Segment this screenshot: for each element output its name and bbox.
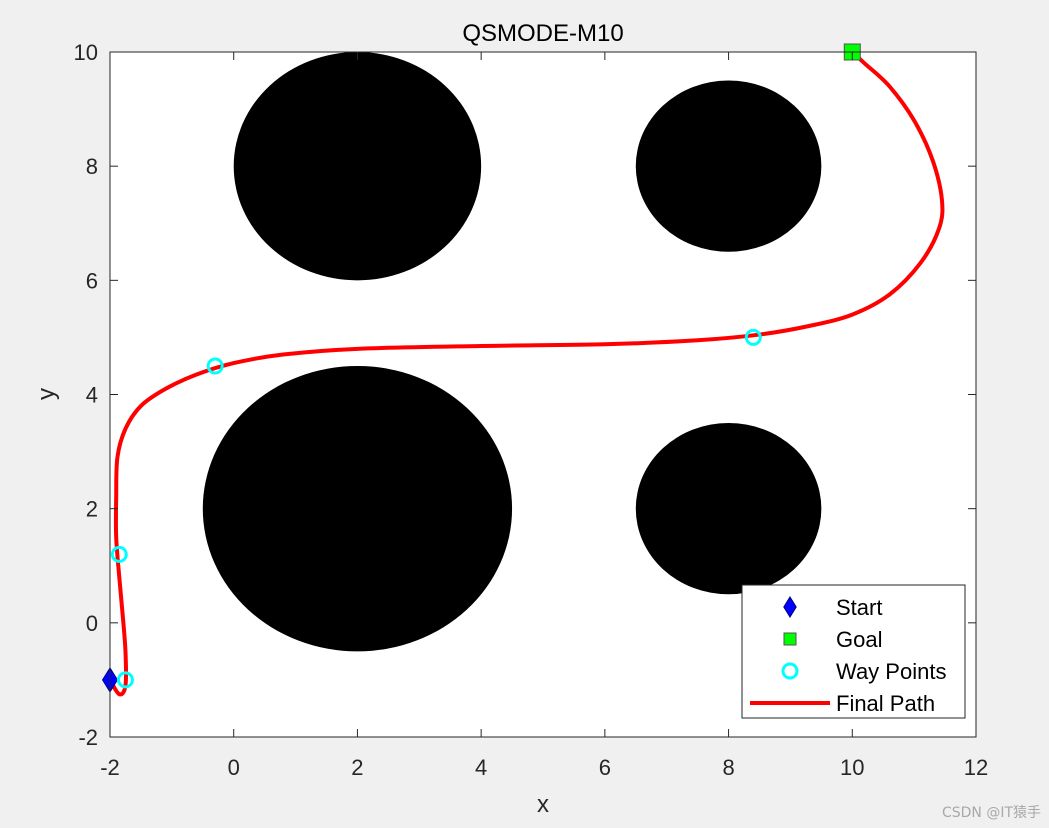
y-tick-label: 6 [86,268,98,293]
legend-goal-label: Goal [836,627,882,652]
x-tick-label: 0 [228,755,240,780]
axis-ticks: -2 0 2 4 6 8 10 12 -2 0 2 4 6 8 10 [74,40,989,780]
y-tick-label: 4 [86,383,98,408]
legend-way-points-swatch [781,662,799,680]
legend-final-path-label: Final Path [836,691,935,716]
final-path-line [108,50,945,697]
way-points-marker [206,357,224,375]
x-tick-label: -2 [100,755,120,780]
obstacle-circle [635,423,822,595]
way-points-marker [744,328,762,346]
x-tick-label: 8 [722,755,734,780]
legend-start-label: Start [836,595,882,620]
x-tick-label: 2 [351,755,363,780]
final-path-layer [108,50,945,697]
y-tick-label: 0 [86,611,98,636]
y-axis-label: y [33,388,60,400]
obstacle-circle [635,80,822,252]
y-tick-label: 8 [86,154,98,179]
y-tick-label: -2 [78,725,98,750]
way-points-marker [110,545,128,563]
obstacle-circle [233,52,482,281]
legend-goal-swatch [783,632,797,646]
legend-way-points-label: Way Points [836,659,946,684]
watermark: CSDN @IT猿手 [941,805,1041,821]
way-points-marker [116,671,134,689]
x-tick-label: 6 [599,755,611,780]
y-tick-label: 10 [74,40,98,65]
legend-box [741,584,966,719]
legend-start-swatch [783,596,797,618]
y-tick-label: 2 [86,497,98,522]
x-tick-label: 4 [475,755,487,780]
x-axis-label: x [537,791,549,818]
x-tick-label: 10 [840,755,864,780]
legend: Start Goal Way Points Final Path [741,584,966,719]
obstacle-circle [202,365,513,652]
chart-title: QSMODE-M10 [462,20,623,47]
obstacles [202,52,822,652]
x-tick-label: 12 [964,755,988,780]
